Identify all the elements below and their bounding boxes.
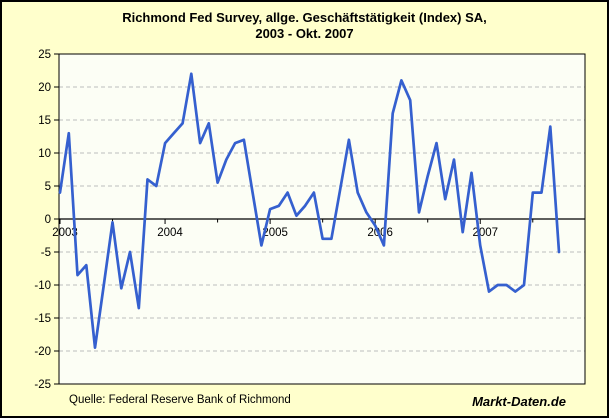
y-tick-label: 0 [45,214,51,226]
chart-title-line1: Richmond Fed Survey, allge. Geschäftstät… [122,10,487,25]
y-tick-label: 20 [38,82,51,94]
x-tick-label: 2004 [157,227,183,239]
source-note: Quelle: Federal Reserve Bank of Richmond [69,394,291,406]
y-tick-label: -20 [34,346,51,358]
y-tick-label: -10 [34,280,51,292]
x-tick-label: 2003 [52,227,78,239]
chart-title-line2: 2003 - Okt. 2007 [255,26,354,41]
chart-title: Richmond Fed Survey, allge. Geschäftstät… [2,10,607,42]
y-tick-label: -5 [41,247,51,259]
x-tick-label: 2007 [472,227,498,239]
y-tick-label: -25 [34,379,51,391]
data-line [58,72,561,350]
y-tick-label: 5 [45,181,51,193]
y-tick-label: -15 [34,313,51,325]
brand-logo-text: Markt-Daten.de [472,394,566,409]
y-tick-label: 25 [38,49,51,61]
x-tick-label: 2006 [367,227,393,239]
x-tick-label: 2005 [262,227,288,239]
y-tick-label: 15 [38,115,51,127]
y-tick-label: 10 [38,148,51,160]
